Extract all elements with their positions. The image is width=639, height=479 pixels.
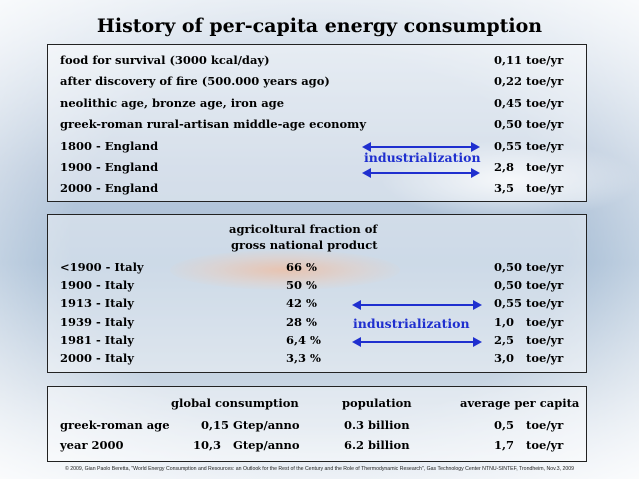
row-global: 0,15 Gtep/anno	[201, 418, 300, 432]
row-fraction: 50 %	[286, 278, 317, 292]
global-comparison-panel: global consumption population average pe…	[47, 386, 587, 462]
row-value: 0,45 toe/yr	[494, 96, 564, 110]
copyright-footer: © 2009, Gian Paolo Beretta, "World Energ…	[64, 466, 575, 472]
row-value: 0,50 toe/yr	[494, 278, 564, 292]
row-value: 0,55 toe/yr	[494, 296, 564, 310]
column-header: population	[342, 396, 412, 410]
column-header: global consumption	[171, 396, 299, 410]
row-label: 1913 - Italy	[60, 296, 134, 310]
row-fraction: 6,4 %	[286, 333, 321, 347]
row-value: 0,11 toe/yr	[494, 53, 564, 67]
row-value: 0,22 toe/yr	[494, 74, 564, 88]
industrialization-label: industrialization	[364, 150, 481, 165]
row-label: 1900 - Italy	[60, 278, 134, 292]
row-label: neolithic age, bronze age, iron age	[60, 96, 285, 110]
row-label: <1900 - Italy	[60, 260, 144, 274]
row-value: 1,0 toe/yr	[494, 315, 564, 329]
row-fraction: 28 %	[286, 315, 317, 329]
row-fraction: 66 %	[286, 260, 317, 274]
row-value: 3,5 toe/yr	[494, 181, 564, 195]
row-fraction: 42 %	[286, 296, 317, 310]
row-global: 10,3 Gtep/anno	[193, 438, 300, 452]
row-label: year 2000	[60, 438, 124, 452]
double-arrow-icon	[362, 142, 480, 152]
row-value: 2,8 toe/yr	[494, 160, 564, 174]
row-label: 1981 - Italy	[60, 333, 134, 347]
row-label: 1900 - England	[60, 160, 159, 174]
row-average: 1,7 toe/yr	[494, 438, 564, 452]
double-arrow-icon	[352, 300, 482, 310]
row-value: 0,55 toe/yr	[494, 139, 564, 153]
row-label: food for survival (3000 kcal/day)	[60, 53, 270, 67]
row-value: 0,50 toe/yr	[494, 260, 564, 274]
row-value: 3,0 toe/yr	[494, 351, 564, 365]
row-value: 0,50 toe/yr	[494, 117, 564, 131]
double-arrow-icon	[362, 168, 480, 178]
industrialization-label: industrialization	[353, 316, 470, 331]
row-label: greek-roman age	[60, 418, 170, 432]
row-label: 2000 - England	[60, 181, 159, 195]
row-fraction: 3,3 %	[286, 351, 321, 365]
row-value: 2,5 toe/yr	[494, 333, 564, 347]
row-label: 1939 - Italy	[60, 315, 134, 329]
double-arrow-icon	[352, 337, 482, 347]
italy-history-panel: agricoltural fraction of gross national …	[47, 214, 587, 373]
row-population: 0.3 billion	[344, 418, 410, 432]
page-title: History of per-capita energy consumption	[96, 15, 543, 37]
row-label: after discovery of fire (500.000 years a…	[60, 74, 330, 88]
row-average: 0,5 toe/yr	[494, 418, 564, 432]
column-header: average per capita	[460, 396, 580, 410]
row-label: greek-roman rural-artisan middle-age eco…	[60, 117, 367, 131]
column-header: agricoltural fraction of	[229, 222, 378, 236]
row-population: 6.2 billion	[344, 438, 410, 452]
column-header: gross national product	[231, 238, 378, 252]
row-label: 1800 - England	[60, 139, 159, 153]
england-history-panel: food for survival (3000 kcal/day) 0,11 t…	[47, 44, 587, 202]
row-label: 2000 - Italy	[60, 351, 134, 365]
